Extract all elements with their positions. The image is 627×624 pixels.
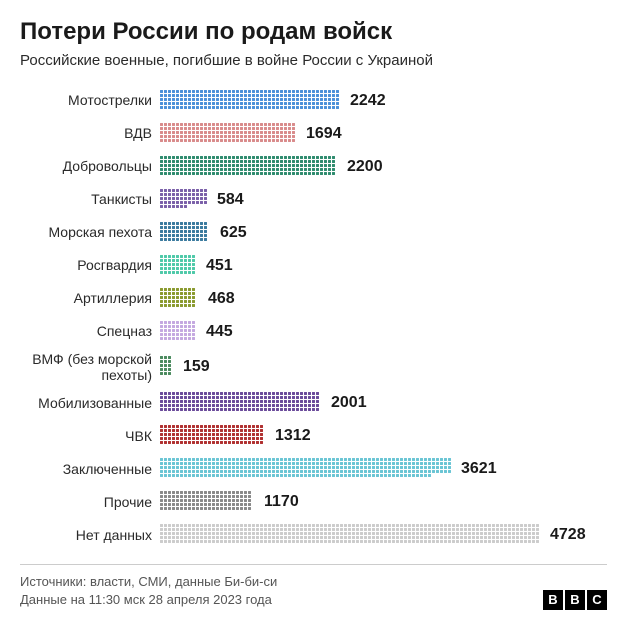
bar-value: 1312 xyxy=(275,427,311,445)
category-label: Добровольцы xyxy=(20,158,160,174)
bar-wrap: 468 xyxy=(160,287,607,311)
bar-value: 445 xyxy=(206,323,233,341)
chart-row: ЧВК 1312 xyxy=(20,422,607,449)
bar-value: 451 xyxy=(206,257,233,275)
bar xyxy=(160,254,196,278)
category-label: Нет данных xyxy=(20,527,160,543)
chart-row: Заключенные 3621 xyxy=(20,455,607,482)
chart-row: Морская пехота 625 xyxy=(20,219,607,246)
chart-row: Мобилизованные 2001 xyxy=(20,389,607,416)
bar xyxy=(160,355,173,379)
chart-row: Мотострелки 2242 xyxy=(20,87,607,114)
bar-value: 584 xyxy=(217,191,244,209)
chart-row: Росгвардия 451 xyxy=(20,252,607,279)
chart-row: Прочие 1170 xyxy=(20,488,607,515)
bar-value: 1694 xyxy=(306,125,342,143)
category-label: Танкисты xyxy=(20,191,160,207)
logo-letter: B xyxy=(565,590,585,610)
bar-wrap: 2242 xyxy=(160,89,607,113)
category-label: ЧВК xyxy=(20,428,160,444)
chart-row: Добровольцы 2200 xyxy=(20,153,607,180)
bar-wrap: 451 xyxy=(160,254,607,278)
bar-wrap: 3621 xyxy=(160,457,607,481)
bar xyxy=(160,221,210,245)
chart-footer: Источники: власти, СМИ, данные Би-би-си … xyxy=(20,564,607,609)
source-line-1: Источники: власти, СМИ, данные Би-би-си xyxy=(20,573,277,591)
logo-letter: C xyxy=(587,590,607,610)
bbc-logo: BBC xyxy=(543,590,607,610)
bar xyxy=(160,89,340,113)
bar-wrap: 445 xyxy=(160,320,607,344)
bar-value: 625 xyxy=(220,224,247,242)
bar xyxy=(160,457,451,481)
bar xyxy=(160,523,540,547)
category-label: Мотострелки xyxy=(20,92,160,108)
bar-wrap: 625 xyxy=(160,221,607,245)
chart-subtitle: Российские военные, погибшие в войне Рос… xyxy=(20,52,607,69)
bar-value: 1170 xyxy=(264,493,299,511)
chart-row: Артиллерия 468 xyxy=(20,285,607,312)
chart-row: ВДВ 1694 xyxy=(20,120,607,147)
chart-row: Танкисты 584 xyxy=(20,186,607,213)
bar-wrap: 1312 xyxy=(160,424,607,448)
bar-wrap: 584 xyxy=(160,188,607,212)
bar-value: 4728 xyxy=(550,526,586,544)
bar-wrap: 4728 xyxy=(160,523,607,547)
category-label: Артиллерия xyxy=(20,290,160,306)
category-label: Спецназ xyxy=(20,323,160,339)
bar xyxy=(160,424,265,448)
bar-value: 2001 xyxy=(331,394,367,412)
bar xyxy=(160,320,196,344)
category-label: ВДВ xyxy=(20,125,160,141)
bar-wrap: 159 xyxy=(160,355,607,379)
category-label: Мобилизованные xyxy=(20,395,160,411)
bar xyxy=(160,122,296,146)
bar-value: 3621 xyxy=(461,460,497,478)
bar-wrap: 1170 xyxy=(160,490,607,514)
logo-letter: B xyxy=(543,590,563,610)
bar xyxy=(160,490,254,514)
bar-value: 468 xyxy=(208,290,235,308)
bar-value: 159 xyxy=(183,358,210,376)
category-label: Морская пехота xyxy=(20,224,160,240)
source-text: Источники: власти, СМИ, данные Би-би-си … xyxy=(20,573,277,609)
bar-value: 2200 xyxy=(347,158,383,176)
bar-wrap: 2200 xyxy=(160,155,607,179)
chart-row: ВМФ (без морской пехоты) 159 xyxy=(20,351,607,383)
bar xyxy=(160,391,321,415)
chart-row: Нет данных 4728 xyxy=(20,521,607,548)
category-label: Заключенные xyxy=(20,461,160,477)
bar xyxy=(160,155,337,179)
chart-row: Спецназ 445 xyxy=(20,318,607,345)
bar-value: 2242 xyxy=(350,92,386,110)
bar-wrap: 2001 xyxy=(160,391,607,415)
bar xyxy=(160,188,207,212)
category-label: Прочие xyxy=(20,494,160,510)
category-label: Росгвардия xyxy=(20,257,160,273)
category-label: ВМФ (без морской пехоты) xyxy=(20,351,160,383)
chart-title: Потери России по родам войск xyxy=(20,18,607,46)
bar-chart: Мотострелки 2242 ВДВ 1694 Добровольцы 2200 Тан… xyxy=(20,87,607,548)
bar-wrap: 1694 xyxy=(160,122,607,146)
bar xyxy=(160,287,198,311)
source-line-2: Данные на 11:30 мск 28 апреля 2023 года xyxy=(20,591,277,609)
